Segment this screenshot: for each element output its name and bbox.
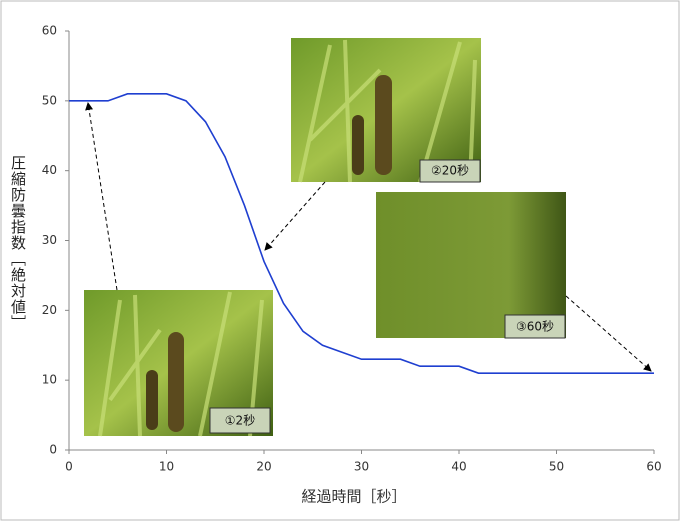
x-axis-title: 経過時間［秒］ xyxy=(301,488,406,506)
image-label: ③60秒 xyxy=(516,320,554,334)
image-2 xyxy=(291,38,481,183)
image-label: ②20秒 xyxy=(431,164,469,178)
line-series xyxy=(69,93,654,374)
x-tick-label: 10 xyxy=(159,460,174,474)
image-1 xyxy=(84,290,273,437)
y-tick-label: 60 xyxy=(42,24,57,38)
arrows xyxy=(85,102,652,372)
y-tick-label: 50 xyxy=(42,93,57,107)
y-axis-title: 圧縮防曇指数［絶対値］ xyxy=(9,155,27,331)
image-label: ①2秒 xyxy=(225,414,255,428)
x-tick-label: 60 xyxy=(646,460,661,474)
x-tick-label: 30 xyxy=(354,460,369,474)
image-3 xyxy=(376,192,566,339)
y-tick-label: 20 xyxy=(42,303,57,317)
x-tick-label: 50 xyxy=(549,460,564,474)
x-tick-label: 0 xyxy=(65,460,73,474)
y-tick-label: 10 xyxy=(42,373,57,387)
x-tick-label: 40 xyxy=(451,460,466,474)
x-tick-label: 20 xyxy=(256,460,271,474)
y-tick-label: 0 xyxy=(49,443,57,457)
y-tick-label: 40 xyxy=(42,163,57,177)
y-tick-label: 30 xyxy=(42,233,57,247)
